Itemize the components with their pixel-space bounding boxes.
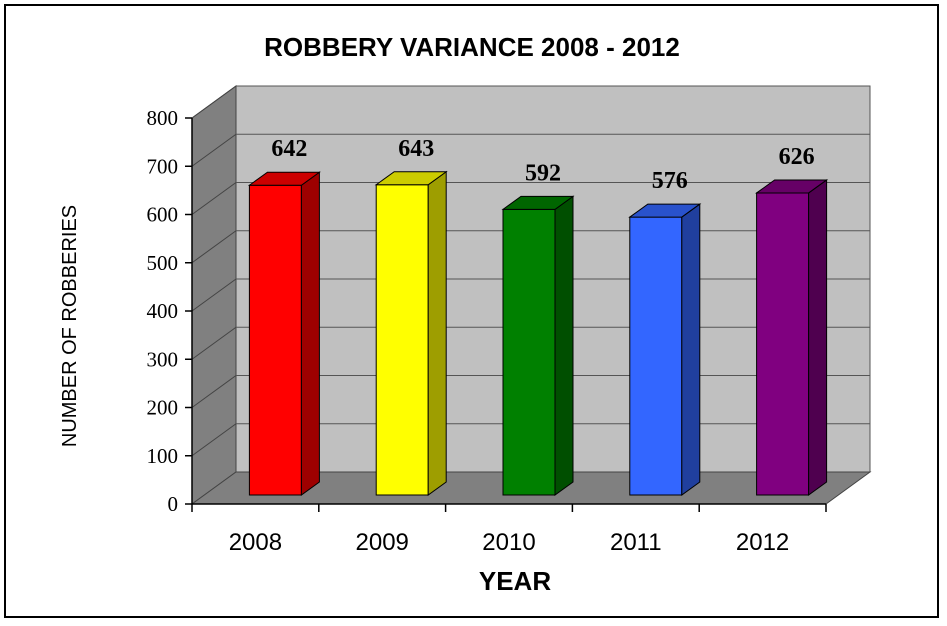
chart-title: ROBBERY VARIANCE 2008 - 2012: [264, 32, 680, 62]
data-label: 643: [398, 136, 434, 162]
data-label: 592: [525, 160, 561, 186]
y-tick-label: 700: [147, 154, 179, 178]
x-tick-label: 2012: [736, 529, 789, 556]
bar-front: [502, 208, 556, 496]
gridline-side: [191, 182, 237, 215]
x-tick-label: 2009: [356, 529, 409, 556]
y-axis-label: NUMBER OF ROBBERIES: [59, 205, 81, 447]
data-labels: 642 643 592 576 626: [271, 136, 814, 194]
bar-side: [300, 171, 320, 496]
y-tick-label: 0: [168, 492, 179, 516]
gridline-side: [191, 326, 237, 360]
bars: [247, 170, 829, 496]
x-ticks: 2008 2009 2010 2011 2012: [191, 504, 827, 556]
bar-top: [374, 171, 448, 186]
x-tick-label: 2011: [610, 529, 662, 556]
bar-front: [248, 184, 302, 496]
x-tick-label: 2008: [229, 529, 282, 556]
x-tick-label: 2010: [482, 529, 535, 556]
gridline-side: [191, 85, 237, 119]
gridline-side: [191, 278, 237, 312]
gridline-side: [191, 375, 237, 408]
bar-2010: [501, 195, 575, 496]
y-tick-label: 200: [147, 396, 179, 420]
bar-2012: [755, 178, 829, 496]
x-axis-label: YEAR: [479, 566, 551, 596]
y-tick-label: 600: [147, 203, 179, 227]
data-label: 576: [652, 168, 688, 194]
y-tick-label: 300: [147, 347, 179, 371]
bar-2008: [247, 171, 321, 496]
bar-front: [756, 192, 810, 496]
bar-top: [628, 203, 702, 218]
data-label: 642: [271, 136, 307, 162]
y-ticks: 0 100 200 300 400 500 600 700 800: [147, 106, 192, 516]
gridline-side: [191, 133, 237, 167]
bar-front: [375, 184, 429, 496]
bar-side: [808, 178, 828, 496]
y-tick-label: 800: [147, 106, 179, 130]
bar-side: [681, 203, 701, 496]
gridline-side: [191, 230, 237, 264]
bar-top: [247, 171, 321, 186]
bar-side: [554, 195, 574, 496]
bar-front: [629, 216, 683, 496]
bar-top: [755, 179, 829, 194]
bar-side: [427, 170, 447, 496]
bar-2009: [374, 170, 448, 496]
data-label: 626: [779, 144, 815, 170]
y-tick-label: 100: [147, 444, 179, 468]
y-tick-label: 500: [147, 251, 179, 275]
gridline-side: [191, 423, 237, 457]
y-tick-label: 400: [147, 299, 179, 323]
bar-top: [501, 195, 575, 210]
bar-2011: [628, 203, 702, 496]
